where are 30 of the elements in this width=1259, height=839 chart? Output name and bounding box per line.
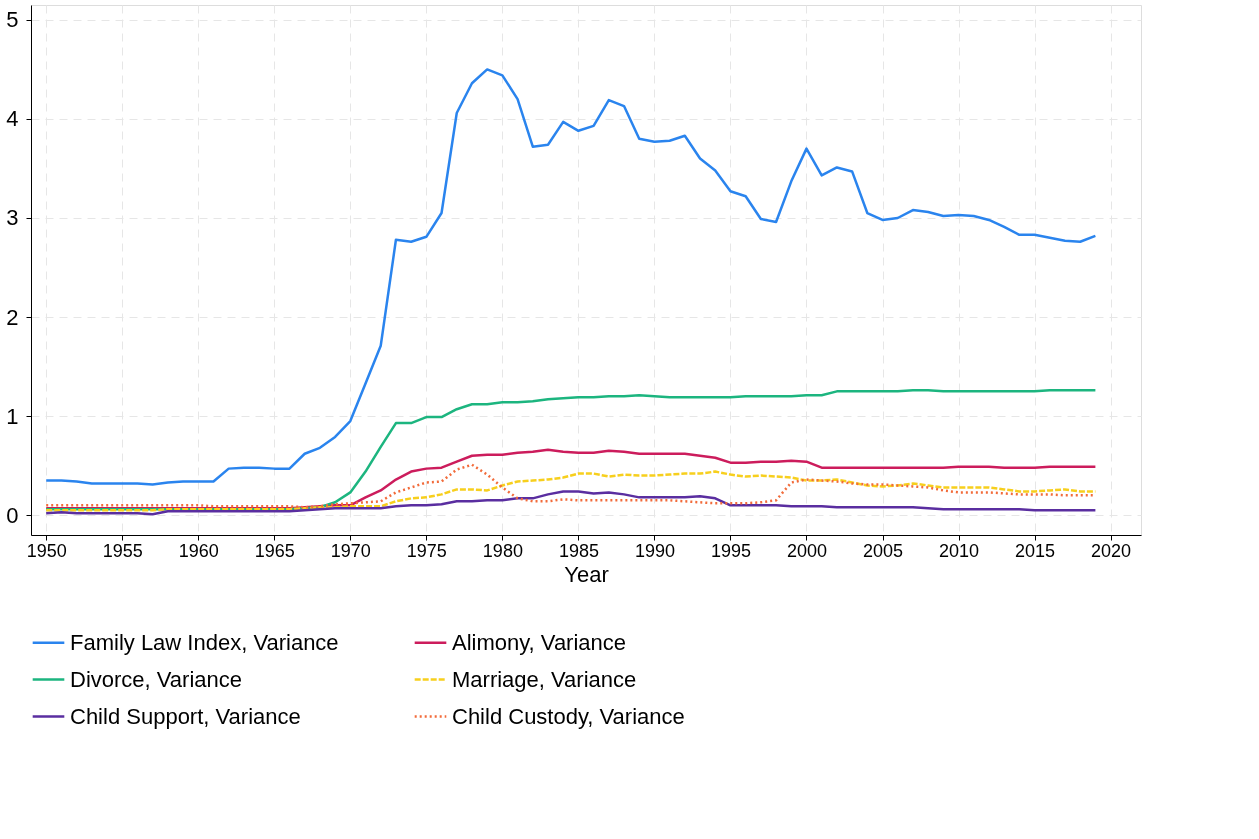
line-series	[44, 490, 1097, 516]
legend-label: Child Support, Variance	[70, 703, 301, 729]
x-tick-label: 2000	[786, 540, 827, 561]
x-tick-label: 1995	[710, 540, 751, 561]
x-tick-label: 1950	[26, 540, 67, 561]
x-tick-label: 2005	[862, 540, 904, 561]
x-tick-label: 1975	[406, 540, 447, 561]
x-tick-label: 2010	[939, 540, 980, 561]
y-tick-label: 2	[6, 304, 19, 330]
x-tick-label: 1970	[330, 540, 371, 561]
legend-label: Alimony, Variance	[452, 629, 627, 655]
x-tick-label: 2020	[1091, 540, 1132, 561]
legend-label: Divorce, Variance	[70, 666, 242, 692]
x-tick-label: 1960	[178, 540, 219, 561]
line-series	[44, 68, 1097, 486]
x-tick-label: 1955	[102, 540, 143, 561]
y-tick-label: 0	[6, 502, 19, 528]
x-tick-label: 1980	[482, 540, 523, 561]
legend-label: Marriage, Variance	[452, 666, 637, 692]
legend-label: Family Law Index, Variance	[70, 629, 339, 655]
y-tick-label: 3	[6, 205, 19, 231]
x-tick-label: 1990	[634, 540, 675, 561]
y-tick-label: 1	[6, 403, 19, 429]
x-tick-label: 2015	[1015, 540, 1056, 561]
x-tick-label: 1985	[558, 540, 599, 561]
x-axis-title: Year	[564, 561, 609, 587]
legend-label: Child Custody, Variance	[452, 703, 685, 729]
y-tick-label: 5	[6, 7, 19, 33]
y-tick-label: 4	[6, 106, 19, 132]
x-tick-label: 1965	[254, 540, 295, 561]
